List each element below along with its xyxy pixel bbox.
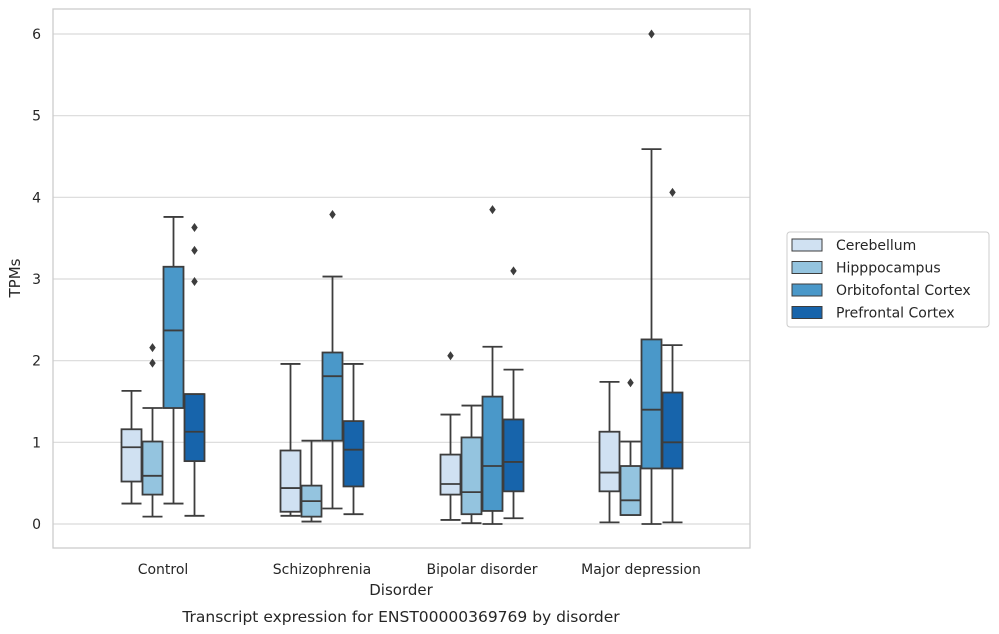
box-iqr xyxy=(321,351,344,442)
box-iqr xyxy=(619,465,642,516)
outlier-point xyxy=(191,223,198,233)
box-orbitofontal-cortex-3 xyxy=(640,29,663,525)
box-iqr xyxy=(183,393,206,463)
legend: Cerebellum Hipppocampus Orbitofontal Corte… xyxy=(786,231,990,328)
outlier-point xyxy=(669,187,676,197)
x-tick-label: Bipolar disorder xyxy=(426,562,537,578)
legend-label: Cerebellum xyxy=(836,238,916,254)
legend-swatch xyxy=(791,238,823,252)
box-hipppocampus-1 xyxy=(300,439,323,523)
box-iqr xyxy=(162,265,185,409)
box-iqr xyxy=(141,440,164,496)
box-prefrontal-cortex-2 xyxy=(502,266,525,520)
box-hipppocampus-0 xyxy=(141,343,164,518)
plot-frame xyxy=(52,8,751,549)
box-groups xyxy=(120,29,684,525)
box-iqr xyxy=(120,428,143,483)
outlier-point xyxy=(329,209,336,219)
y-tick-label: 0 xyxy=(32,517,41,533)
outlier-point xyxy=(149,343,156,353)
y-tick-label: 4 xyxy=(32,190,41,206)
legend-label: Orbitofontal Cortex xyxy=(836,283,971,299)
y-tick-labels: 0 1 2 3 4 5 6 xyxy=(32,27,41,533)
box-orbitofontal-cortex-0 xyxy=(162,216,185,505)
y-tick-label: 5 xyxy=(32,109,41,125)
legend-swatch xyxy=(791,283,823,297)
legend-swatch xyxy=(791,306,823,319)
box-cerebellum-0 xyxy=(120,389,143,505)
box-iqr xyxy=(640,338,663,470)
box-orbitofontal-cortex-2 xyxy=(481,205,504,525)
outlier-point xyxy=(447,351,454,361)
y-tick-label: 2 xyxy=(32,354,41,370)
outlier-point xyxy=(510,266,517,276)
box-hipppocampus-3 xyxy=(619,378,642,516)
outlier-point xyxy=(191,276,198,286)
y-tick-label: 1 xyxy=(32,435,41,451)
box-iqr xyxy=(460,436,483,516)
box-cerebellum-2 xyxy=(439,351,462,521)
x-axis-label: Disorder xyxy=(369,581,433,599)
box-iqr xyxy=(502,418,525,493)
box-prefrontal-cortex-1 xyxy=(342,363,365,516)
x-tick-label: Major depression xyxy=(581,562,701,578)
legend-swatch xyxy=(791,261,823,274)
figure-caption: Transcript expression for ENST0000036976… xyxy=(181,608,620,626)
outlier-point xyxy=(648,29,655,39)
outlier-point xyxy=(489,205,496,215)
x-tick-label: Schizophrenia xyxy=(273,562,371,578)
y-tick-label: 3 xyxy=(32,272,41,288)
legend-frame xyxy=(786,231,990,328)
box-cerebellum-3 xyxy=(598,380,621,524)
box-orbitofontal-cortex-1 xyxy=(321,209,344,510)
box-iqr xyxy=(481,395,504,512)
x-tick-label: Control xyxy=(138,562,189,578)
box-iqr xyxy=(598,430,621,493)
box-cerebellum-1 xyxy=(279,363,302,517)
outlier-point xyxy=(149,358,156,368)
box-prefrontal-cortex-0 xyxy=(183,223,206,517)
box-iqr xyxy=(279,449,302,513)
box-prefrontal-cortex-3 xyxy=(661,187,684,524)
box-iqr xyxy=(661,391,684,470)
box-iqr xyxy=(342,420,365,488)
y-tick-label: 6 xyxy=(32,27,41,43)
box-hipppocampus-2 xyxy=(460,404,483,525)
outlier-point xyxy=(191,245,198,255)
y-axis-label: TPMs xyxy=(6,258,24,298)
legend-label: Prefrontal Cortex xyxy=(836,306,955,322)
box-iqr xyxy=(439,453,462,496)
outlier-point xyxy=(627,378,634,388)
x-tick-labels: Control Schizophrenia Bipolar disorder Majo… xyxy=(138,562,701,578)
legend-label: Hipppocampus xyxy=(836,261,941,277)
